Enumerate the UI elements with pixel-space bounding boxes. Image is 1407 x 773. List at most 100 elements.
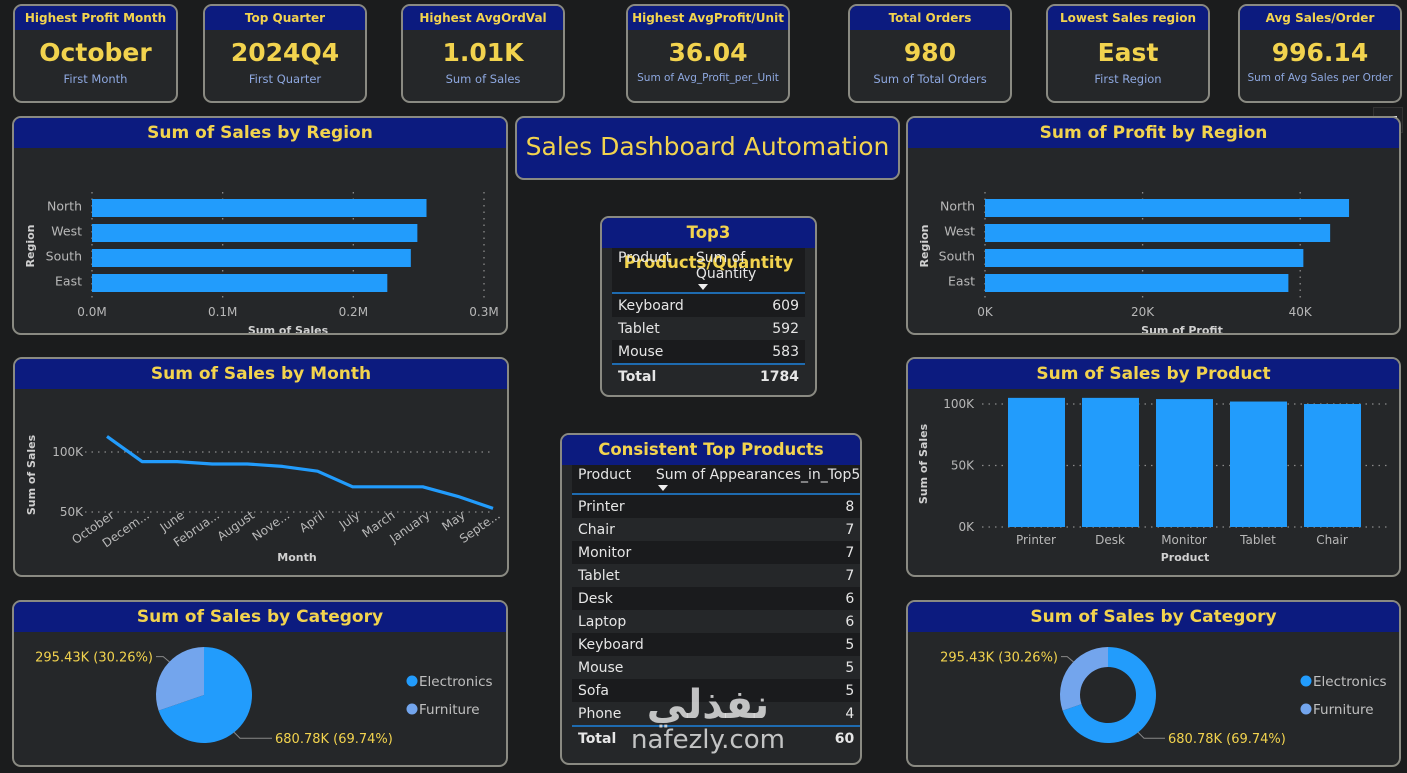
table-row[interactable]: Desk 6: [572, 587, 860, 610]
x-tick-label: Printer: [1016, 533, 1056, 547]
column-header-appearances[interactable]: Sum of Appearances_in_Top5: [650, 465, 860, 494]
kpi-card-highest-avg-profit-unit[interactable]: Highest AvgProfit/Unit 36.04 Sum of Avg_…: [626, 4, 790, 103]
sales-by-category-pie-plot: 295.43K (30.26%) 680.78K (69.74%) Electron…: [35, 647, 493, 747]
kpi-title: Lowest Sales region: [1048, 6, 1208, 30]
chart-title: Sum of Profit by Region: [908, 118, 1399, 148]
table-row[interactable]: Tablet 592: [612, 317, 805, 340]
bar: [92, 199, 427, 217]
table-row[interactable]: Keyboard 609: [612, 293, 805, 317]
kpi-card-highest-profit-month[interactable]: Highest Profit Month October First Month: [13, 4, 178, 103]
legend-marker-electronics: [406, 675, 418, 687]
dashboard-title: Sales Dashboard Automation: [515, 116, 900, 180]
slice-furniture: [155, 647, 204, 711]
table-row[interactable]: Laptop 6: [572, 610, 860, 633]
x-axis-title: Product: [1161, 551, 1210, 564]
x-tick-label: Tablet: [1239, 533, 1276, 547]
sales-by-category-donut-plot: 295.43K (30.26%) 680.78K (69.74%) Electron…: [940, 647, 1387, 747]
consistent-top-products-table-card[interactable]: Consistent Top Products Product Sum of A…: [560, 433, 862, 765]
kpi-subtitle: Sum of Avg_Profit_per_Unit: [637, 72, 779, 84]
x-tick-label: Nove...: [250, 508, 293, 544]
bar: [92, 224, 418, 242]
table-row[interactable]: Monitor 7: [572, 541, 860, 564]
x-axis-title: Sum of Sales: [248, 324, 329, 333]
kpi-card-top-quarter[interactable]: Top Quarter 2024Q4 First Quarter: [203, 4, 367, 103]
table-row[interactable]: Chair 7: [572, 518, 860, 541]
chart-sales-by-category-pie[interactable]: Sum of Sales by Category 295.43K (30.26%…: [12, 600, 508, 767]
cell-total-value: 1784: [689, 363, 805, 388]
y-tick-label: 50K: [60, 505, 84, 519]
chart-title: Sum of Sales by Product: [908, 359, 1399, 389]
table-row[interactable]: Printer 8: [572, 494, 860, 518]
bar: [1304, 404, 1361, 527]
sales-by-region-plot: 0.0M 0.1M 0.2M 0.3M North West South East Sum of…: [24, 192, 499, 333]
kpi-title: Top Quarter: [205, 6, 365, 30]
kpi-subtitle: First Quarter: [248, 72, 322, 86]
table-title: Consistent Top Products: [562, 435, 860, 465]
chart-title: Sum of Sales by Category: [14, 602, 506, 632]
cell-appearances: 5: [649, 679, 860, 702]
legend-marker-furniture: [1300, 703, 1312, 715]
table-row[interactable]: Sofa 5: [572, 679, 860, 702]
x-axis-title: Sum of Profit: [1141, 324, 1223, 333]
chart-sales-by-month[interactable]: Sum of Sales by Month 50K 100K October Dece…: [13, 357, 509, 577]
kpi-value: 2024Q4: [230, 38, 340, 67]
kpi-value: East: [1097, 38, 1159, 67]
legend-marker-electronics: [1300, 675, 1312, 687]
kpi-title: Highest AvgOrdVal: [403, 6, 563, 30]
kpi-title: Avg Sales/Order: [1240, 6, 1400, 30]
y-axis-title: Region: [918, 225, 931, 268]
y-category-label: East: [948, 274, 975, 289]
table-row[interactable]: Tablet 7: [572, 564, 860, 587]
cell-product: Tablet: [578, 567, 620, 584]
x-axis-title: Month: [277, 551, 316, 564]
y-category-label: North: [47, 199, 82, 214]
y-tick-label: 100K: [52, 445, 84, 459]
bar: [985, 249, 1304, 267]
cell-quantity: 583: [689, 340, 805, 364]
kpi-subtitle: Sum of Total Orders: [873, 72, 987, 86]
column-header-product[interactable]: Product: [578, 467, 632, 483]
chart-title: Sum of Sales by Region: [14, 118, 506, 148]
column-header-sum-of-quantity[interactable]: Sum of Quantity: [690, 248, 805, 293]
series-line: [106, 435, 494, 510]
bar: [985, 199, 1350, 217]
table-row[interactable]: Phone 4: [572, 702, 860, 726]
kpi-card-total-orders[interactable]: Total Orders 980 Sum of Total Orders: [848, 4, 1012, 103]
cell-appearances: 4: [845, 705, 855, 722]
x-tick-label: 0.1M: [208, 305, 237, 319]
chart-sales-by-region[interactable]: Sum of Sales by Region 0.0M 0.1M 0.2M 0.3M N…: [12, 116, 508, 335]
chart-sales-by-product[interactable]: Sum of Sales by Product 0K 50K 100K Printer…: [906, 357, 1401, 577]
data-label-furniture: 295.43K (30.26%): [940, 651, 1058, 666]
kpi-value: 996.14: [1271, 38, 1369, 67]
bar: [1230, 401, 1287, 527]
cell-product: Keyboard: [572, 633, 650, 656]
table-row[interactable]: Keyboard 5: [572, 633, 860, 656]
kpi-card-avg-sales-order[interactable]: Avg Sales/Order 996.14 Sum of Avg Sales …: [1238, 4, 1402, 103]
x-tick-label: August: [215, 508, 258, 544]
legend-marker-furniture: [406, 703, 418, 715]
leader-line: [1061, 656, 1074, 663]
cell-appearances: 5: [845, 659, 855, 676]
cell-appearances: 7: [649, 541, 860, 564]
cell-total-label: Total: [612, 363, 690, 388]
table-row[interactable]: Mouse 5: [572, 656, 860, 679]
kpi-subtitle: Sum of Avg Sales per Order: [1247, 72, 1393, 84]
table-row[interactable]: Mouse 583: [612, 340, 805, 364]
x-tick-label: 20K: [1131, 305, 1155, 319]
table-title: Top3 Products/Quantity: [602, 218, 815, 272]
cell-appearances: 6: [845, 613, 855, 630]
bar: [92, 249, 411, 267]
cell-product: Printer: [572, 494, 650, 518]
cell-product: Mouse: [612, 340, 690, 364]
cell-product: Tablet: [618, 320, 660, 337]
column-header-product[interactable]: Product: [618, 250, 672, 266]
chart-sales-by-category-donut[interactable]: Sum of Sales by Category 295.43K (30.26%…: [906, 600, 1401, 767]
top3-products-table-card[interactable]: Top3 Products/Quantity Product Sum of Qu…: [600, 216, 817, 397]
top3-products-table: Product Sum of Quantity Keyboard 609 Tabl…: [612, 248, 805, 388]
chart-profit-by-region[interactable]: Sum of Profit by Region 0K 20K 40K North Wes…: [906, 116, 1401, 335]
cell-product: Monitor: [572, 541, 650, 564]
kpi-card-highest-avg-order-value[interactable]: Highest AvgOrdVal 1.01K Sum of Sales: [401, 4, 565, 103]
x-tick-label: 0.2M: [339, 305, 368, 319]
cell-total-value: 60: [649, 725, 860, 750]
kpi-card-lowest-sales-region[interactable]: Lowest Sales region East First Region: [1046, 4, 1210, 103]
